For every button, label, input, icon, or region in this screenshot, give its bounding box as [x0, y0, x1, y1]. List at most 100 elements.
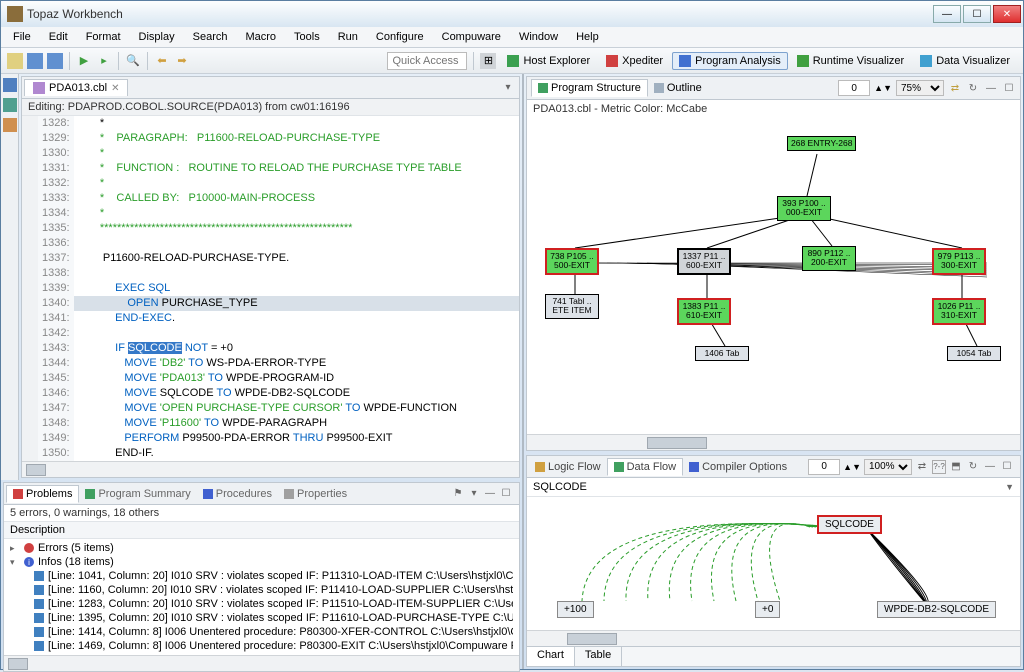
tab-procedures[interactable]: Procedures [197, 486, 278, 502]
structure-node[interactable]: 268 ENTRY-268 [787, 136, 856, 151]
close-tab-icon[interactable]: ✕ [111, 83, 119, 94]
menu-edit[interactable]: Edit [41, 29, 76, 45]
info-item[interactable]: [Line: 1283, Column: 20] I010 SRV : viol… [6, 597, 517, 611]
open-perspective-icon[interactable]: ⊞ [480, 53, 496, 69]
flow-view-table[interactable]: Table [575, 647, 622, 666]
problems-column-header[interactable]: Description [4, 521, 519, 539]
tab-properties[interactable]: Properties [278, 486, 353, 502]
flow-tool2-icon[interactable]: ?-? [932, 460, 946, 474]
maximize-pane-icon[interactable]: ☐ [1002, 81, 1016, 95]
minimize-pane-icon[interactable]: — [483, 487, 497, 501]
refresh-icon[interactable]: ↻ [966, 81, 980, 95]
structure-node[interactable]: 738 P105 ..500-EXIT [545, 248, 599, 275]
dropdown-icon[interactable]: ▼ [1005, 482, 1014, 492]
menu-search[interactable]: Search [185, 29, 236, 45]
menu-run[interactable]: Run [330, 29, 366, 45]
save-icon[interactable] [27, 53, 43, 69]
structure-node[interactable]: 1026 P11 ..310-EXIT [932, 298, 986, 325]
flow-field-selector[interactable]: SQLCODE ▼ [527, 478, 1020, 497]
editor-tab[interactable]: PDA013.cbl ✕ [24, 79, 128, 96]
structure-h-scrollbar[interactable] [527, 434, 1020, 450]
flow-tool1-icon[interactable]: ⇄ [915, 460, 929, 474]
tab-logic-flow[interactable]: Logic Flow [529, 459, 607, 475]
menu-tools[interactable]: Tools [286, 29, 328, 45]
structure-zoom-percent[interactable]: 75% [896, 80, 944, 96]
flow-zoom-percent[interactable]: 100% [864, 459, 912, 475]
menu-file[interactable]: File [5, 29, 39, 45]
info-item[interactable]: [Line: 1160, Column: 20] I010 SRV : viol… [6, 583, 517, 597]
structure-zoom-level[interactable] [838, 80, 870, 96]
info-item[interactable]: [Line: 1469, Column: 8] I006 Unentered p… [6, 639, 517, 653]
structure-node[interactable]: 741 Tabl ..ETE ITEM [545, 294, 599, 319]
menu-window[interactable]: Window [511, 29, 566, 45]
editor-h-scrollbar[interactable] [22, 461, 519, 477]
structure-node[interactable]: 979 P113 ..300-EXIT [932, 248, 986, 275]
flow-node[interactable]: +100 [557, 601, 594, 618]
errors-group[interactable]: ▸Errors (5 items) [6, 541, 517, 555]
menu-macro[interactable]: Macro [237, 29, 284, 45]
maximize-button[interactable]: ☐ [963, 5, 991, 23]
perspective-data-visualizer[interactable]: Data Visualizer [913, 52, 1017, 70]
flow-zoom-level[interactable] [808, 459, 840, 475]
quick-access-input[interactable] [387, 52, 467, 70]
program-structure-pane: Program Structure Outline ▲▼ 75% ⇄ ↻ — ☐ [526, 76, 1021, 451]
flow-tool3-icon[interactable]: ⬒ [949, 460, 963, 474]
minimize-button[interactable]: — [933, 5, 961, 23]
flow-canvas[interactable]: SQLCODE +100 +0 WPDE-DB2-SQLCODE [527, 497, 1020, 630]
debug-icon[interactable]: ▶ [76, 53, 92, 69]
tab-problems[interactable]: Problems [6, 485, 79, 503]
menu-display[interactable]: Display [131, 29, 183, 45]
perspective-xpediter[interactable]: Xpediter [599, 52, 670, 70]
menu-help[interactable]: Help [568, 29, 607, 45]
perspective-runtime-visualizer[interactable]: Runtime Visualizer [790, 52, 912, 70]
save-all-icon[interactable] [47, 53, 63, 69]
structure-node[interactable]: 890 P112 ..200-EXIT [802, 246, 856, 271]
flow-node[interactable]: SQLCODE [817, 515, 882, 534]
minimize-pane-icon[interactable]: — [984, 81, 998, 95]
problems-tree[interactable]: ▸Errors (5 items) ▾iInfos (18 items)[Lin… [4, 539, 519, 655]
run-icon[interactable]: ▸ [96, 53, 112, 69]
tab-compiler-options[interactable]: Compiler Options [683, 459, 793, 475]
structure-diagram[interactable]: 268 ENTRY-268 393 P100 ..000-EXIT 738 P105… [527, 118, 1020, 434]
flow-h-scrollbar[interactable] [527, 630, 1020, 646]
view-menu-icon[interactable]: ▾ [467, 487, 481, 501]
menu-format[interactable]: Format [78, 29, 129, 45]
search-icon[interactable]: 🔍 [125, 53, 141, 69]
link-editor-icon[interactable]: ⇄ [948, 81, 962, 95]
back-icon[interactable]: ⬅ [154, 53, 170, 69]
new-icon[interactable] [7, 53, 23, 69]
flow-node[interactable]: +0 [755, 601, 780, 618]
menu-configure[interactable]: Configure [368, 29, 432, 45]
info-item[interactable]: [Line: 1041, Column: 20] I010 SRV : viol… [6, 569, 517, 583]
maximize-pane-icon[interactable]: ☐ [499, 487, 513, 501]
forward-icon[interactable]: ➡ [174, 53, 190, 69]
minimize-pane-icon[interactable]: — [983, 460, 997, 474]
problems-h-scrollbar[interactable] [4, 655, 519, 671]
tab-program-summary[interactable]: Program Summary [79, 486, 196, 502]
close-button[interactable]: ✕ [993, 5, 1021, 23]
structure-node[interactable]: 1054 Tab [947, 346, 1001, 361]
code-area[interactable]: 1328:1329:1330:1331:1332:1333:1334:1335:… [22, 116, 519, 461]
tab-data-flow[interactable]: Data Flow [607, 458, 684, 476]
structure-node[interactable]: 1406 Tab [695, 346, 749, 361]
marker2-icon[interactable] [3, 118, 17, 132]
info-item[interactable]: [Line: 1395, Column: 20] I010 SRV : viol… [6, 611, 517, 625]
link-icon[interactable] [3, 78, 17, 92]
tab-program-structure[interactable]: Program Structure [531, 79, 648, 97]
structure-node[interactable]: 1383 P11 ..610-EXIT [677, 298, 731, 325]
menu-compuware[interactable]: Compuware [434, 29, 509, 45]
maximize-pane-icon[interactable]: ☐ [1000, 460, 1014, 474]
structure-node[interactable]: 393 P100 ..000-EXIT [777, 196, 831, 221]
tab-outline[interactable]: Outline [648, 80, 708, 96]
structure-node[interactable]: 1337 P11 ..600-EXIT [677, 248, 731, 275]
perspective-host-explorer[interactable]: Host Explorer [500, 52, 597, 70]
infos-group[interactable]: ▾iInfos (18 items) [6, 555, 517, 569]
info-item[interactable]: [Line: 1414, Column: 8] I006 Unentered p… [6, 625, 517, 639]
filter-icon[interactable]: ⚑ [451, 487, 465, 501]
flow-tool4-icon[interactable]: ↻ [966, 460, 980, 474]
perspective-program-analysis[interactable]: Program Analysis [672, 52, 788, 70]
flow-view-chart[interactable]: Chart [527, 647, 575, 666]
flow-node[interactable]: WPDE-DB2-SQLCODE [877, 601, 996, 618]
marker1-icon[interactable] [3, 98, 17, 112]
view-menu-icon[interactable]: ▾ [501, 81, 515, 95]
